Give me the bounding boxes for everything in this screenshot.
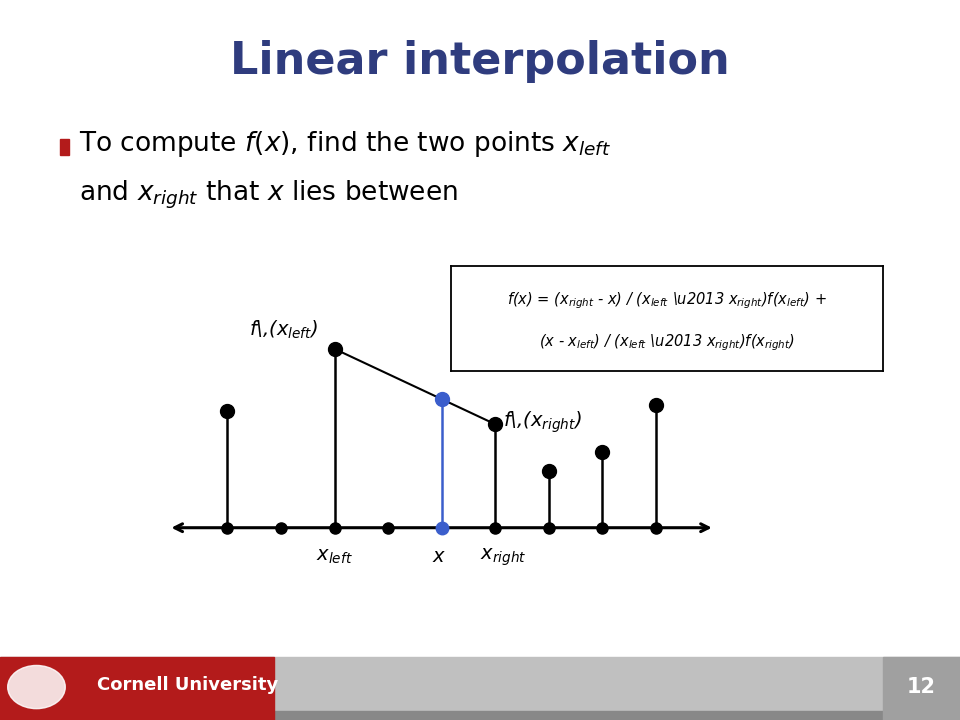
Bar <box>0 657 274 720</box>
Text: Cornell University: Cornell University <box>97 676 277 694</box>
Text: ($x$ - $x_{\mathit{left}}$) / ($x_{\mathit{left}}$ \u2013 $x_{\mathit{right}}$)$: ($x$ - $x_{\mathit{left}}$) / ($x_{\math… <box>540 333 795 353</box>
Text: $f$\,($x_{\mathit{left}}$): $f$\,($x_{\mathit{left}}$) <box>250 319 319 341</box>
Text: $x_{\mathit{right}}$: $x_{\mathit{right}}$ <box>480 546 526 568</box>
Bar <box>883 657 960 720</box>
Circle shape <box>8 665 65 708</box>
Text: $f$($x$) = ($x_{\mathit{right}}$ - $x$) / ($x_{\mathit{left}}$ \u2013 $x_{\mathi: $f$($x$) = ($x_{\mathit{right}}$ - $x$) … <box>507 291 828 311</box>
Bar <box>60 139 69 155</box>
Text: and $x_{\mathit{right}}$ that $x$ lies between: and $x_{\mathit{right}}$ that $x$ lies b… <box>79 179 458 210</box>
Text: To compute $f$($x$), find the two points $x_{\mathit{left}}$: To compute $f$($x$), find the two points… <box>79 129 611 159</box>
Bar <box>0 657 960 720</box>
Text: 12: 12 <box>907 677 936 697</box>
Text: $x_{\mathit{left}}$: $x_{\mathit{left}}$ <box>316 546 353 565</box>
Text: Linear interpolation: Linear interpolation <box>230 40 730 83</box>
Text: $x$: $x$ <box>432 546 446 565</box>
Bar <box>0 711 960 720</box>
Text: $f$\,($x_{\mathit{right}}$): $f$\,($x_{\mathit{right}}$) <box>503 410 582 435</box>
